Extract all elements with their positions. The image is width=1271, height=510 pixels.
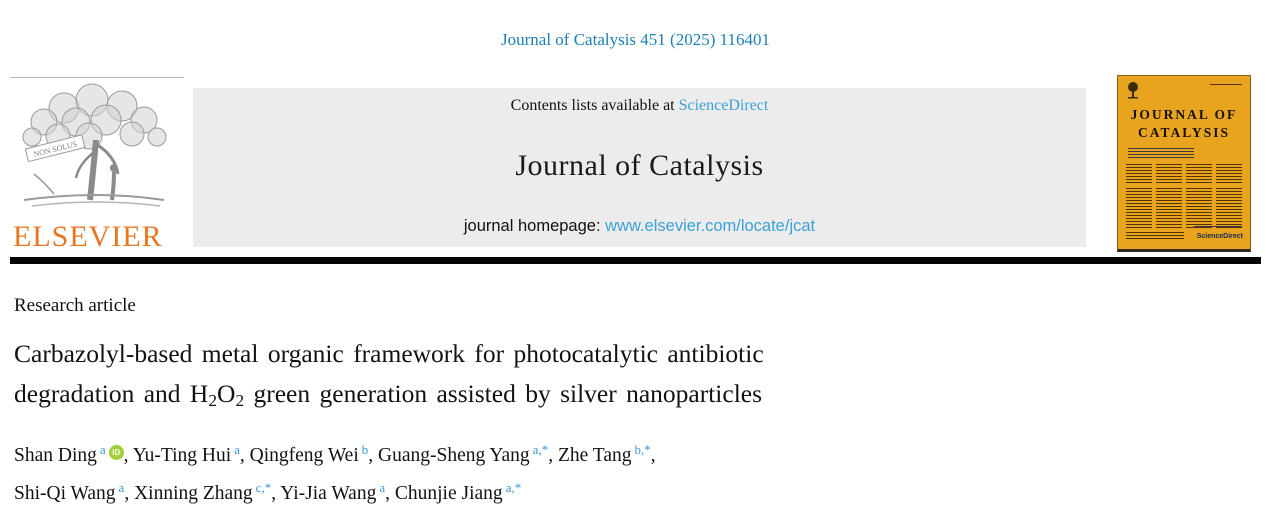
banner-journal-title: Journal of Catalysis [515,149,764,182]
author-name: Xinning Zhang [134,483,253,504]
article-title-line2: degradation and H2O2 green generation as… [14,374,1134,417]
author-separator: , [123,445,133,466]
author-separator: , [124,483,135,504]
cover-text-column [1126,164,1152,184]
cover-editor-block [1128,148,1194,158]
journal-cover-thumbnail: JOURNAL OF CATALYSIS ScienceDirect [1117,75,1251,252]
cover-text-column [1216,164,1242,184]
logo-top-rule [10,77,184,78]
author-name: Qingfeng Wei [249,445,359,466]
author-affiliation-sup: b,* [634,442,651,457]
article-type-label: Research article [14,295,136,316]
author-affiliation-sup: a,* [532,442,549,457]
cover-sciencedirect-label: ScienceDirect [1196,233,1243,240]
author-affiliation-sup: b [361,442,369,457]
contents-line: Contents lists available at ScienceDirec… [511,97,769,115]
cover-text-column [1156,188,1182,228]
elsevier-tree-logo: NON SOLUS [14,82,180,222]
homepage-prefix: journal homepage: [463,217,606,235]
cover-text-column [1156,164,1182,184]
author-separator: , [650,445,656,466]
author-name: Shan Ding [14,445,97,466]
orcid-icon[interactable]: iD [108,445,124,460]
cover-text-column [1186,164,1212,184]
author-name: Yi-Jia Wang [280,483,377,504]
title-seg: degradation and H [14,379,209,408]
homepage-url-link[interactable]: www.elsevier.com/locate/jcat [605,217,816,235]
author-separator: , [368,445,378,466]
cover-issue-info [1210,84,1242,87]
sciencedirect-link[interactable]: ScienceDirect [678,97,769,114]
author-separator: , [385,483,395,504]
title-seg: O [217,379,236,408]
author-line-1: Shan Ding a iD, Yu-Ting Hui a, Qingfeng Wei… [14,437,1194,475]
author-name: Yu-Ting Hui [132,445,232,466]
elsevier-tree-icon: NON SOLUS [22,83,167,207]
header-divider-rule [10,257,1261,264]
cover-title: JOURNAL OF CATALYSIS [1118,106,1250,142]
author-list: Shan Ding a iD, Yu-Ting Hui a, Qingfeng Wei… [14,437,1194,510]
author-separator: , [271,483,281,504]
author-affiliation-sup: a,* [505,480,522,495]
article-title-line1: Carbazolyl-based metal organic framework… [14,339,764,368]
author-name: Shi-Qi Wang [14,483,116,504]
author-name: Zhe Tang [557,445,632,466]
author-affiliation-sup: c,* [255,480,272,495]
author-separator: , [239,445,250,466]
author-affiliation-sup: a [234,442,240,457]
cover-text-column [1216,188,1242,228]
journal-banner: Contents lists available at ScienceDirec… [193,88,1086,247]
author-separator: , [548,445,558,466]
author-affiliation-sup: a [99,442,106,457]
author-name: Guang-Sheng Yang [378,445,530,466]
contents-prefix: Contents lists available at [510,97,679,114]
author-name: Chunjie Jiang [394,483,503,504]
author-affiliation-sup: a [118,480,125,495]
cover-title-line1: JOURNAL OF [1130,107,1238,122]
title-seg: green generation assisted by silver nano… [244,379,763,408]
cover-footer-block [1126,232,1184,241]
homepage-line: journal homepage: www.elsevier.com/locat… [464,217,815,236]
cover-elsevier-mini-icon [1128,82,1138,99]
title-subscript: 2 [235,390,245,410]
title-subscript: 2 [208,390,218,410]
cover-text-column [1186,188,1212,228]
article-title: Carbazolyl-based metal organic framework… [14,334,1134,417]
author-line-2: Shi-Qi Wang a, Xinning Zhang c,*, Yi-Jia W… [14,475,1194,510]
cover-text-column [1126,188,1152,228]
elsevier-wordmark: ELSEVIER [13,220,163,253]
cover-available-online-line [1194,226,1242,229]
journal-citation: Journal of Catalysis 451 (2025) 116401 [501,30,770,49]
author-affiliation-sup: a [379,480,386,495]
cover-title-line2: CATALYSIS [1137,125,1231,140]
